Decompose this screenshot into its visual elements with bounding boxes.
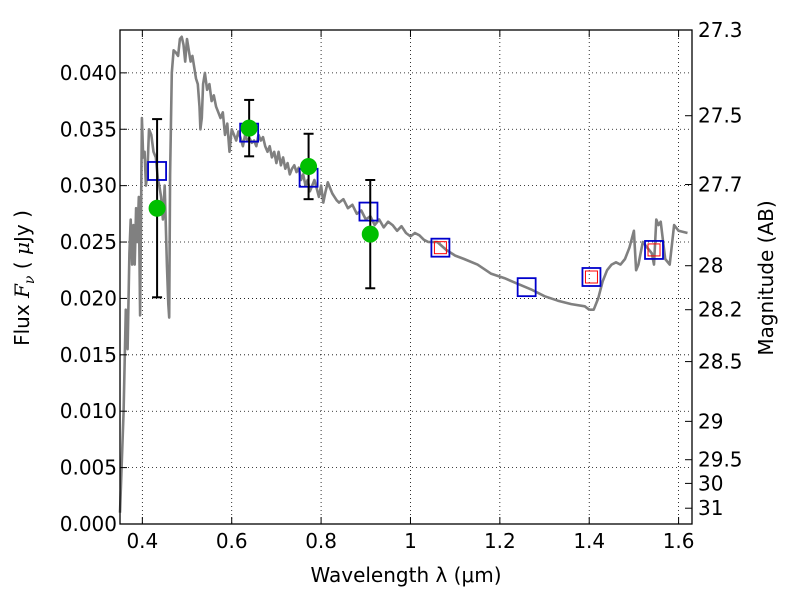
y-tick-label: 0.035 [60, 117, 117, 141]
y2-tick-label: 30 [698, 471, 723, 495]
y2-tick-label: 27.5 [698, 104, 743, 128]
y-tick-label: 0.025 [60, 230, 117, 254]
model-flux-square [644, 240, 664, 260]
y2-tick-label: 28.2 [698, 298, 743, 322]
observed-flux-point [240, 119, 258, 137]
y-tick-label: 0.030 [60, 174, 117, 198]
y-axis-label: Flux Fν ( μJy ) [10, 210, 38, 346]
red-flux-square [433, 241, 447, 255]
red-flux-square [584, 270, 598, 284]
x-tick-label: 1.6 [663, 529, 695, 553]
spectrum-line [118, 35, 688, 513]
x-tick-label: 0.8 [305, 529, 337, 553]
observed-flux-point [300, 157, 318, 175]
x-tick-label: 1 [404, 529, 417, 553]
y2-tick-label: 29.5 [698, 448, 743, 472]
tick-layer: 0.4 0.6 0.8 1 1.2 1.4 1.6 0.000 0.005 0.010 0.015 0… [60, 18, 743, 553]
y2-tick-label: 29 [698, 409, 723, 433]
red-flux-square [647, 243, 661, 257]
x-tick-label: 0.4 [126, 529, 158, 553]
spectrum-line-layer [118, 35, 688, 513]
y2-tick-label: 27.7 [698, 173, 743, 197]
observed-flux-point [361, 225, 379, 243]
y-tick-label: 0.040 [60, 61, 117, 85]
x-tick-label: 1.4 [573, 529, 605, 553]
observed-flux-point [148, 199, 166, 217]
y2-tick-label: 31 [698, 496, 723, 520]
y-tick-label: 0.005 [60, 456, 117, 480]
x-tick-label: 1.2 [484, 529, 516, 553]
marker-layer [147, 98, 664, 299]
y-tick-label: 0.010 [60, 399, 117, 423]
x-tick-label: 0.6 [216, 529, 248, 553]
y2-tick-label: 28 [698, 254, 723, 278]
model-flux-square [516, 277, 537, 298]
y-tick-label: 0.000 [60, 512, 117, 536]
grid-lines [120, 30, 692, 525]
y-tick-label: 0.020 [60, 286, 117, 310]
y2-tick-label: 28.5 [698, 350, 743, 374]
y-tick-label: 0.015 [60, 343, 117, 367]
secondary-y-axis-label: Magnitude (AB) [754, 200, 778, 355]
model-flux-square [358, 201, 379, 222]
x-axis-label: Wavelength λ (μm) [310, 563, 501, 587]
plot-frame [119, 29, 693, 525]
y2-tick-label: 27.3 [698, 18, 743, 42]
model-flux-square [581, 267, 602, 287]
model-flux-square [430, 237, 451, 258]
